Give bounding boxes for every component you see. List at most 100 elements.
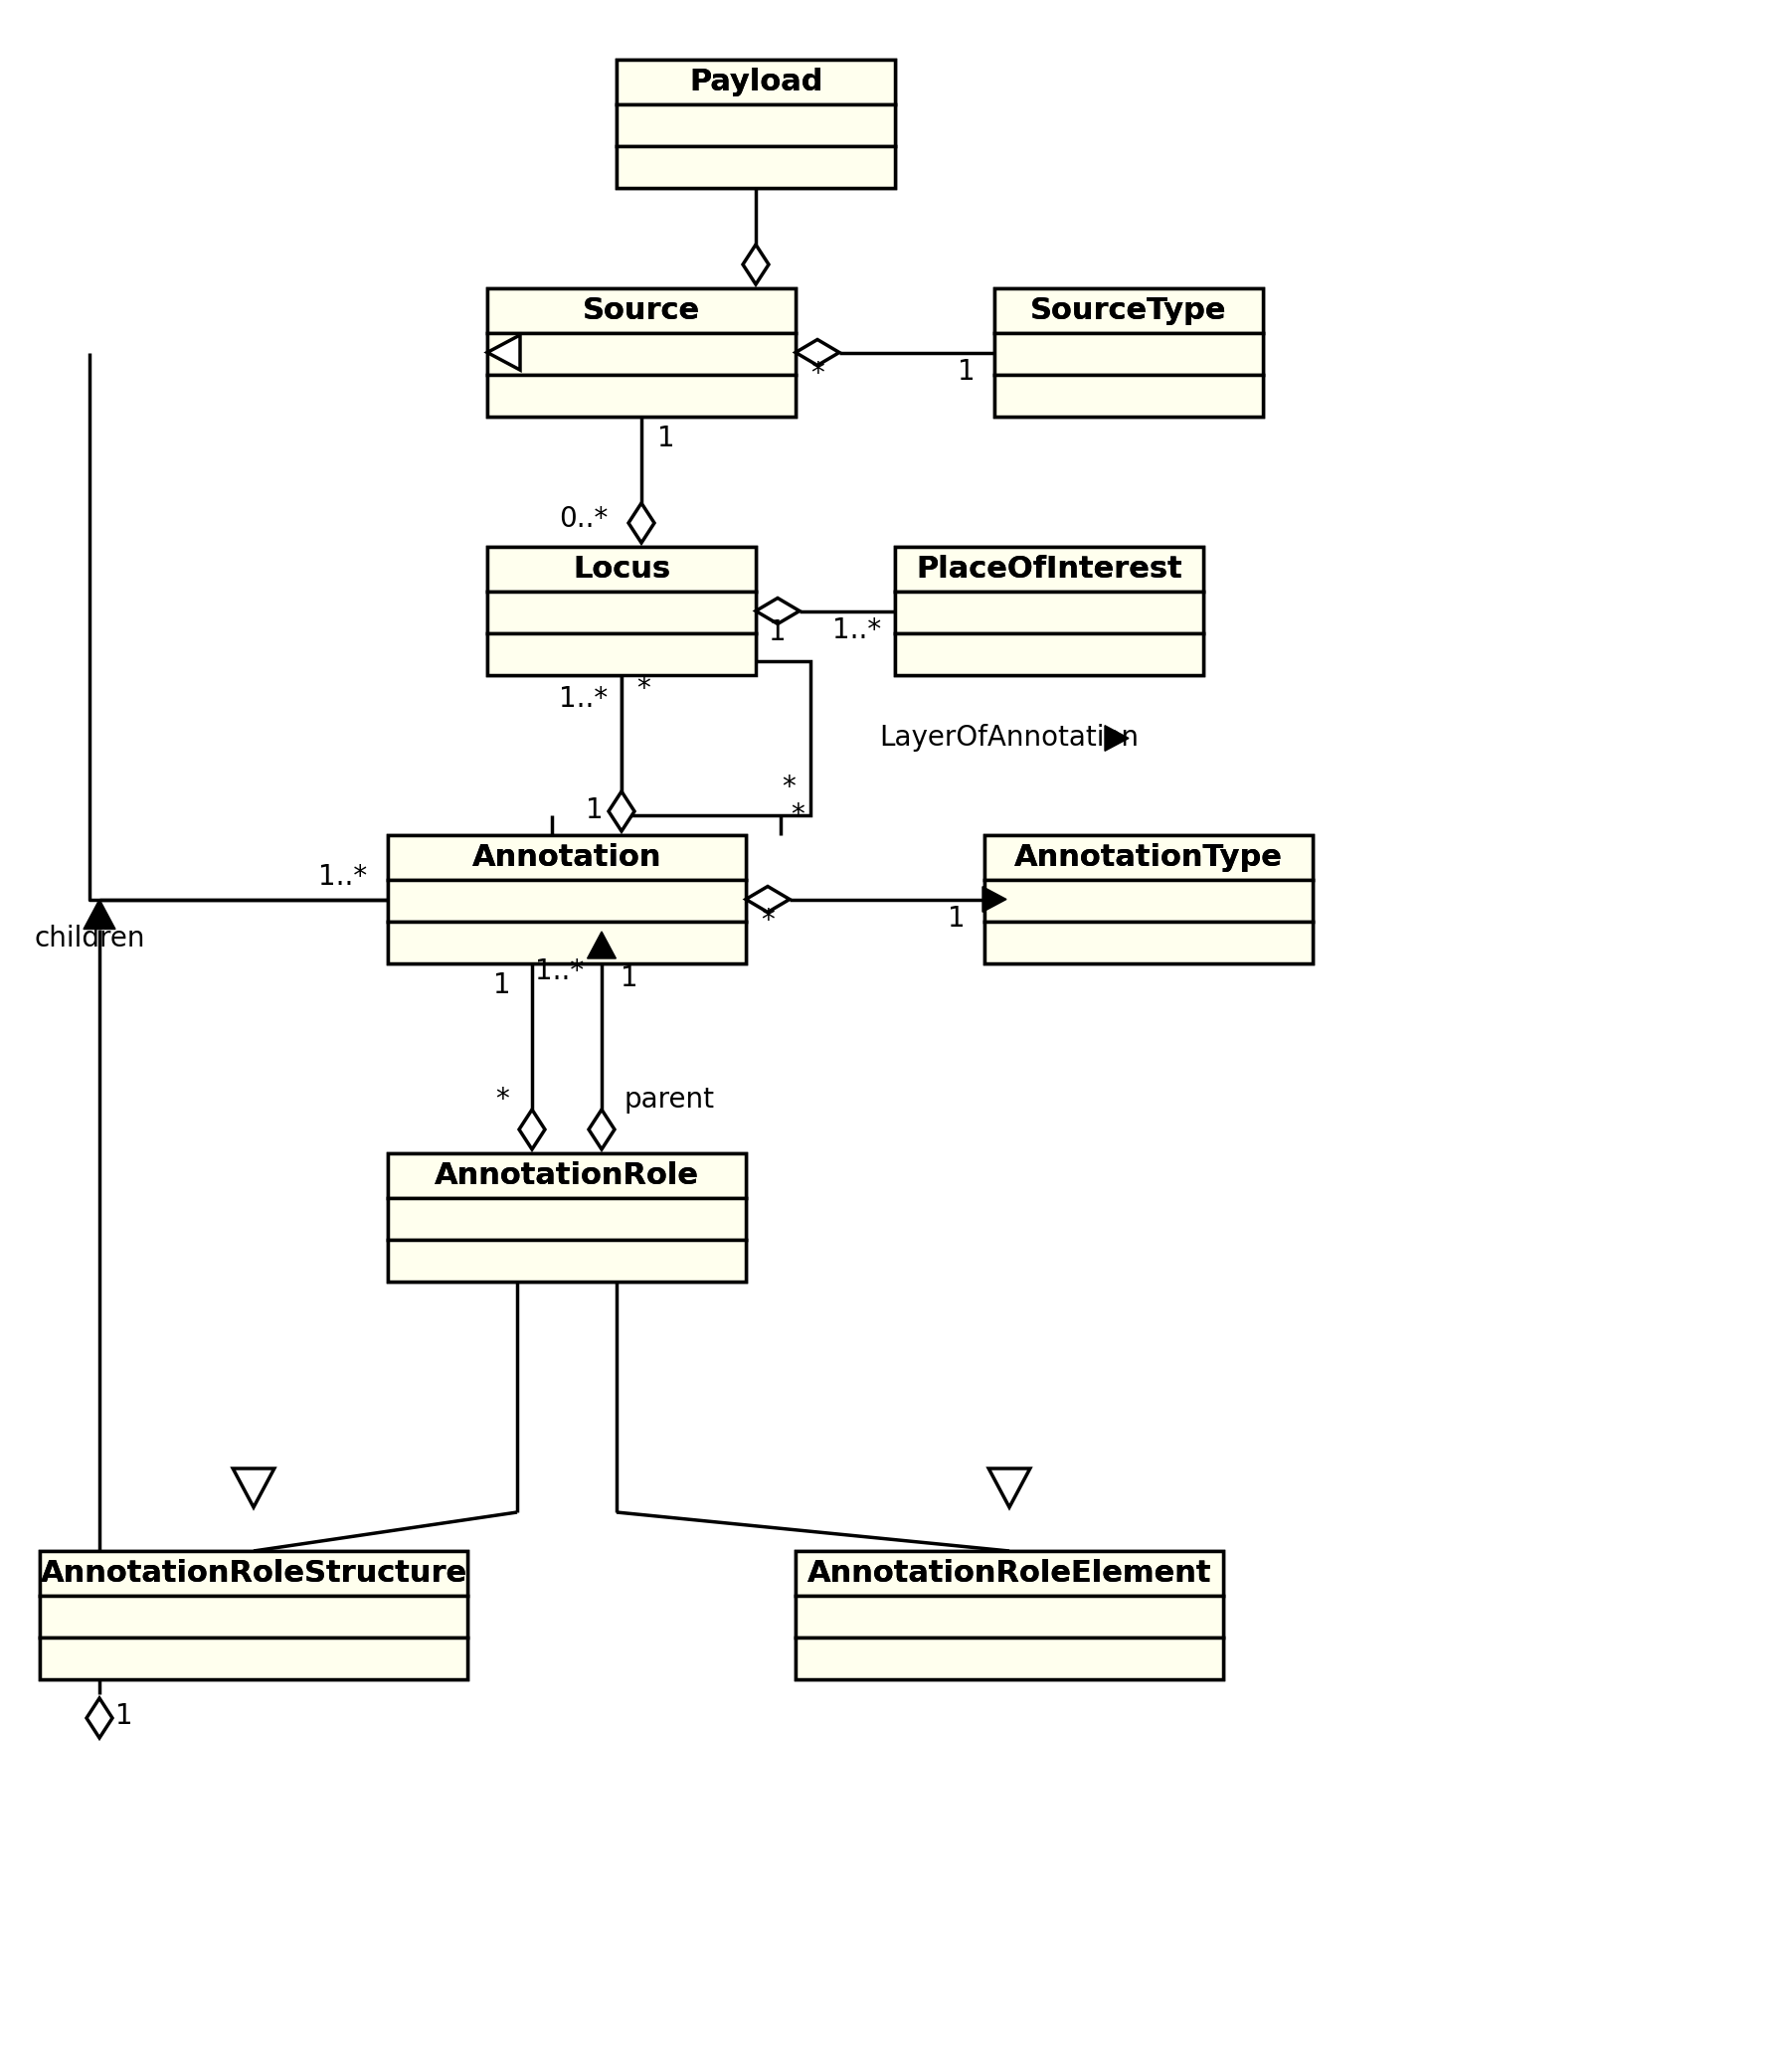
Text: 1: 1 (657, 425, 675, 452)
Text: *: * (811, 361, 825, 387)
Text: PlaceOfInterest: PlaceOfInterest (916, 555, 1182, 584)
Text: 1..*: 1..* (536, 957, 584, 986)
Bar (39, 1552, 468, 1595)
Bar (488, 375, 795, 416)
Bar (616, 104, 895, 147)
Text: 1: 1 (586, 796, 604, 825)
Text: 0..*: 0..* (559, 506, 609, 533)
Text: Payload: Payload (689, 68, 823, 97)
Bar (895, 634, 1204, 675)
Polygon shape (743, 244, 768, 284)
Polygon shape (795, 340, 839, 365)
Bar (995, 375, 1263, 416)
Bar (984, 835, 1313, 881)
Polygon shape (982, 887, 1006, 912)
Bar (984, 922, 1313, 963)
Bar (616, 147, 895, 189)
Text: Annotation: Annotation (472, 843, 661, 872)
Bar (39, 1637, 468, 1678)
Bar (388, 835, 747, 881)
Text: 1: 1 (770, 620, 786, 646)
Bar (388, 1239, 747, 1283)
Text: 1..*: 1..* (559, 686, 609, 713)
Bar (39, 1595, 468, 1637)
Bar (795, 1637, 1223, 1678)
Bar (488, 634, 755, 675)
Bar (795, 1552, 1223, 1595)
Text: *: * (761, 908, 775, 934)
Polygon shape (609, 792, 634, 831)
Bar (995, 334, 1263, 375)
Bar (488, 334, 795, 375)
Bar (388, 835, 747, 881)
Text: 1: 1 (622, 963, 638, 992)
Bar (895, 634, 1204, 675)
Bar (388, 881, 747, 922)
Bar (388, 1239, 747, 1283)
Text: 1: 1 (116, 1701, 134, 1730)
Polygon shape (86, 1699, 113, 1738)
Bar (616, 60, 895, 104)
Text: Payload: Payload (689, 68, 823, 97)
Bar (616, 147, 895, 189)
Text: AnnotationRoleStructure: AnnotationRoleStructure (41, 1558, 466, 1587)
Text: SourceType: SourceType (1031, 296, 1227, 325)
Text: AnnotationType: AnnotationType (1014, 843, 1282, 872)
Text: 1: 1 (493, 972, 511, 999)
Text: *: * (495, 1086, 509, 1113)
Bar (39, 1595, 468, 1637)
Bar (388, 1198, 747, 1239)
Polygon shape (755, 599, 800, 624)
Text: parent: parent (623, 1086, 714, 1113)
Bar (488, 375, 795, 416)
Text: AnnotationType: AnnotationType (1014, 843, 1282, 872)
Text: Annotation: Annotation (472, 843, 661, 872)
Bar (995, 288, 1263, 334)
Bar (984, 922, 1313, 963)
Polygon shape (520, 1111, 545, 1150)
Bar (388, 922, 747, 963)
Text: *: * (782, 773, 795, 802)
Text: 1..*: 1..* (318, 864, 368, 891)
Bar (995, 334, 1263, 375)
Text: Locus: Locus (573, 555, 670, 584)
Text: LayerOfAnnotation: LayerOfAnnotation (879, 725, 1139, 752)
Bar (488, 288, 795, 334)
Text: PlaceOfInterest: PlaceOfInterest (916, 555, 1182, 584)
Bar (488, 288, 795, 334)
Bar (388, 1154, 747, 1198)
Text: Source: Source (582, 296, 700, 325)
Bar (895, 593, 1204, 634)
Text: Locus: Locus (573, 555, 670, 584)
Bar (488, 547, 755, 593)
Bar (488, 593, 755, 634)
Text: 1: 1 (948, 905, 966, 932)
Bar (488, 334, 795, 375)
Bar (795, 1552, 1223, 1595)
Text: AnnotationRoleElement: AnnotationRoleElement (807, 1558, 1211, 1587)
Bar (39, 1552, 468, 1595)
Text: SourceType: SourceType (1031, 296, 1227, 325)
Bar (995, 288, 1263, 334)
Bar (895, 593, 1204, 634)
Polygon shape (84, 899, 116, 928)
Polygon shape (989, 1469, 1031, 1506)
Polygon shape (232, 1469, 275, 1506)
Bar (984, 835, 1313, 881)
Bar (995, 375, 1263, 416)
Polygon shape (488, 336, 520, 371)
Bar (388, 1198, 747, 1239)
Bar (622, 661, 811, 814)
Text: 1: 1 (957, 358, 975, 385)
Polygon shape (747, 887, 789, 912)
Polygon shape (1106, 725, 1129, 750)
Bar (488, 593, 755, 634)
Text: *: * (791, 802, 804, 829)
Bar (616, 104, 895, 147)
Polygon shape (588, 932, 616, 959)
Bar (388, 922, 747, 963)
Bar (488, 547, 755, 593)
Polygon shape (589, 1111, 614, 1150)
Bar (795, 1595, 1223, 1637)
Bar (984, 881, 1313, 922)
